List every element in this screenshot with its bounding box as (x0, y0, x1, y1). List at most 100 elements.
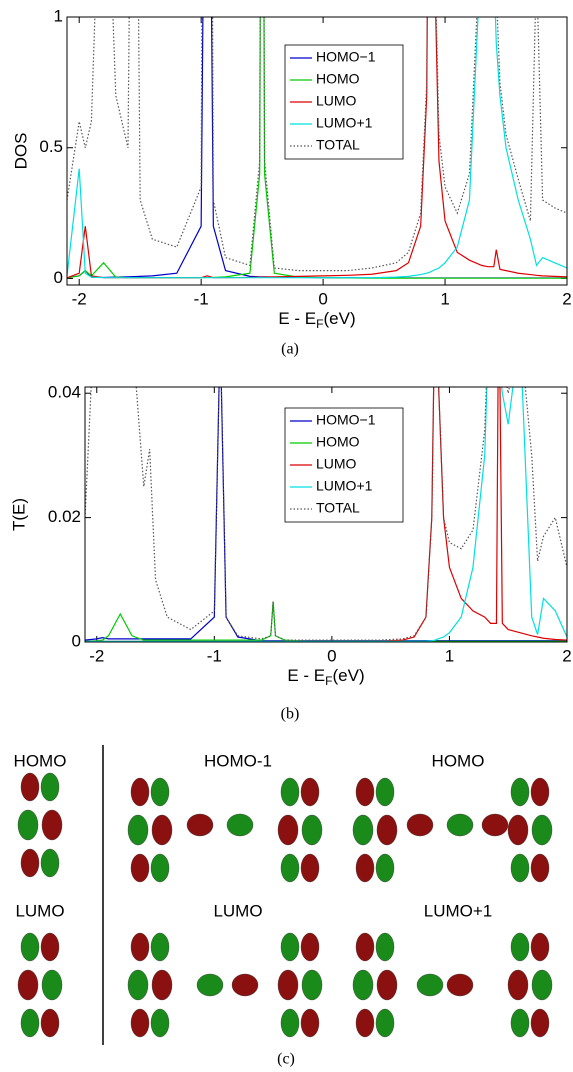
orbital-lobe (150, 932, 170, 962)
x-axis-label-part: E - E (287, 666, 325, 685)
y-axis-label: T(E) (9, 498, 28, 531)
orbital-lobe (150, 853, 170, 883)
x-axis-label: E - EF(eV) (278, 309, 355, 331)
orbital-lobe (40, 848, 60, 878)
orbital-lobe (226, 813, 254, 837)
y-tick-label: 0.02 (48, 507, 81, 526)
legend-label: LUMO (316, 93, 357, 109)
orbital-lobe (20, 1008, 40, 1038)
series-line (85, 601, 567, 642)
orbital-label: LUMO (213, 901, 262, 920)
orbital-lobe (17, 969, 39, 1001)
orbital-label: HOMO (14, 751, 67, 770)
orbital-lobe (41, 809, 63, 841)
orbital-lobe (20, 848, 40, 878)
orbital-lobe (375, 853, 395, 883)
orbital-lobe (127, 969, 149, 1001)
orbital-lobe (150, 777, 170, 807)
orbital-lobe (280, 853, 300, 883)
legend-label: LUMO (316, 456, 357, 472)
orbital-lobe (280, 777, 300, 807)
legend-label: TOTAL (316, 137, 360, 153)
orbital-lobe (352, 969, 374, 1001)
x-tick-label: 0 (318, 289, 327, 308)
legend-label: LUMO+1 (316, 478, 373, 494)
orbital-lobe (20, 772, 40, 802)
legend-label: HOMO (316, 71, 360, 87)
orbital-lobe (375, 777, 395, 807)
x-tick-label: 1 (445, 646, 454, 665)
orbital-lobe (375, 1008, 395, 1038)
orbital-lobe (151, 969, 173, 1001)
orbital-lobe (507, 814, 529, 846)
orbital-lobe (280, 1008, 300, 1038)
orbital-label: LUMO+1 (424, 901, 493, 920)
orbital-lobe (510, 1008, 530, 1038)
orbital-lobe (355, 777, 375, 807)
orbital-lobe (40, 932, 60, 962)
orbital-lobe (196, 973, 224, 997)
orbital-lobe (300, 1008, 320, 1038)
orbital-lobe (530, 932, 550, 962)
orbital-lobe (277, 814, 299, 846)
orbital-lobe (130, 1008, 150, 1038)
orbital-lobe (406, 813, 434, 837)
orbital-lobe (127, 814, 149, 846)
orbital-lobe (446, 973, 474, 997)
orbital-label: HOMO-1 (204, 751, 272, 770)
orbital-lobe (17, 809, 39, 841)
x-tick-label: -2 (89, 646, 104, 665)
y-tick-label: 0 (54, 268, 63, 287)
orbital-lobe (481, 813, 509, 837)
orbital-lobe (355, 1008, 375, 1038)
orbital-lobe (510, 853, 530, 883)
orbital-lobe (130, 932, 150, 962)
x-axis-label-part: F (316, 317, 323, 331)
x-tick-label: 0 (327, 646, 336, 665)
x-tick-label: 2 (562, 646, 571, 665)
orbital-lobe (530, 1008, 550, 1038)
x-tick-label: -1 (207, 646, 222, 665)
orbital-lobe (40, 1008, 60, 1038)
x-tick-label: -2 (72, 289, 87, 308)
y-axis-label: DOS (11, 133, 30, 170)
x-tick-label: 2 (562, 289, 571, 308)
orbital-lobe (530, 853, 550, 883)
orbital-label: HOMO (432, 751, 485, 770)
orbital-lobe (300, 777, 320, 807)
orbital-lobe (231, 973, 259, 997)
orbital-lobe (280, 932, 300, 962)
orbital-lobe (416, 973, 444, 997)
orbital-label: LUMO (15, 901, 64, 920)
orbital-lobe (446, 813, 474, 837)
orbital-lobe (40, 772, 60, 802)
legend-label: TOTAL (316, 500, 360, 516)
orbital-lobe (130, 777, 150, 807)
orbital-lobe (352, 814, 374, 846)
series-line (67, 17, 567, 272)
orbital-lobe (355, 853, 375, 883)
orbital-lobe (531, 969, 553, 1001)
series-line (85, 387, 567, 642)
orbital-lobe (507, 969, 529, 1001)
y-tick-label: 1 (54, 6, 63, 25)
orbital-lobe (531, 814, 553, 846)
plot-frame (66, 16, 568, 286)
orbital-lobe (151, 814, 173, 846)
orbital-lobe (186, 813, 214, 837)
orbital-lobe (130, 853, 150, 883)
panel-caption: (c) (277, 1051, 295, 1068)
orbital-lobe (376, 814, 398, 846)
orbital-lobe (277, 969, 299, 1001)
panel-caption: (b) (281, 706, 300, 723)
y-tick-label: 0 (72, 631, 81, 650)
series-line (85, 387, 567, 642)
x-axis-label-part: E - E (278, 309, 316, 328)
orbital-lobe (375, 932, 395, 962)
x-axis-label-part: F (325, 674, 332, 688)
orbital-lobe (300, 853, 320, 883)
legend-label: HOMO−1 (316, 49, 376, 65)
plot-frame (84, 386, 568, 643)
orbital-lobe (150, 1008, 170, 1038)
orbital-lobe (376, 969, 398, 1001)
